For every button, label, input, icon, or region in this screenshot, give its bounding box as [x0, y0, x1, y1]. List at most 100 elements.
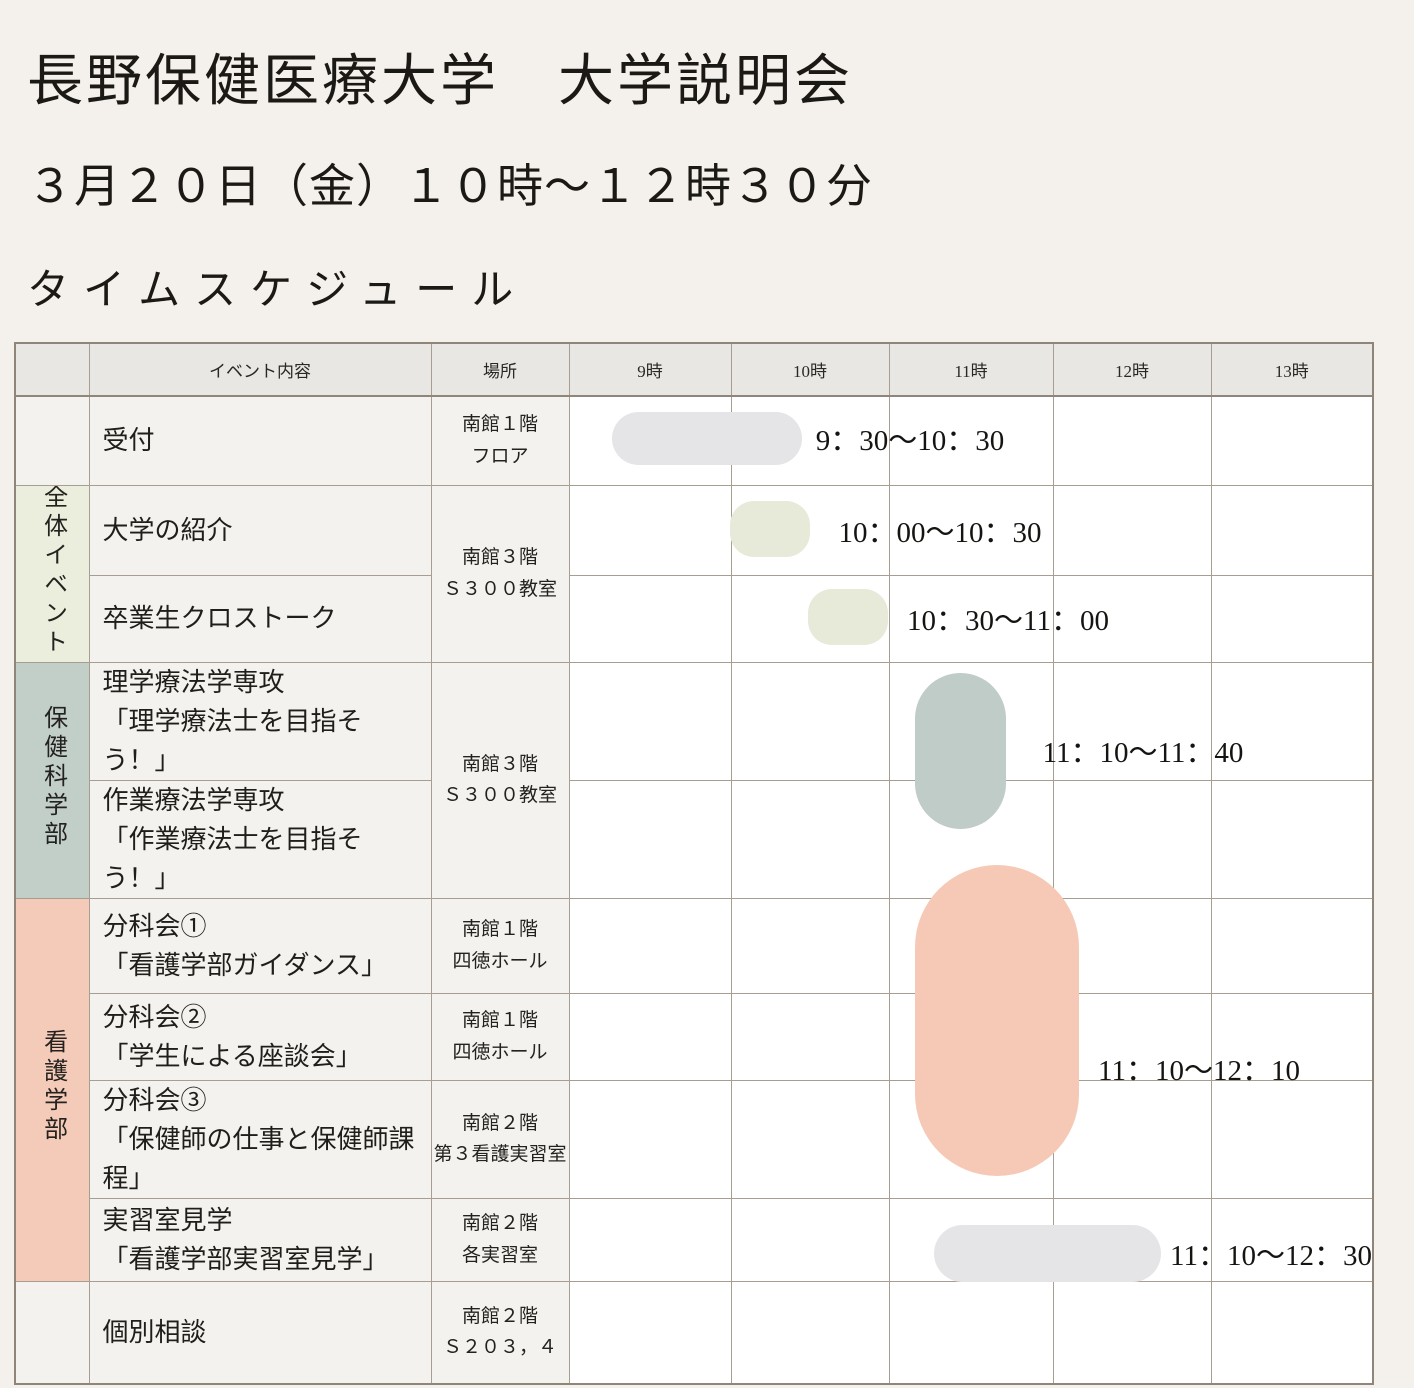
timeline-cell — [1210, 1079, 1374, 1199]
table-row-breakout-1: 看護学部 分科会① 「看護学部ガイダンス」 南館１階 四徳ホール — [14, 897, 1374, 1282]
header-time-12: 12時 — [1052, 342, 1212, 397]
page: { "page": { "title": "長野保健医療大学 大学説明会", "… — [14, 51, 1374, 1385]
place-line: Ｓ３００教室 — [442, 785, 557, 806]
timeline-cell — [1210, 484, 1374, 576]
event-cell: 大学の紹介 — [88, 484, 432, 576]
event-subtitle: 「理学療法士を目指そう！」 — [102, 706, 363, 775]
place-line: Ｓ３００教室 — [442, 578, 557, 600]
header-category-cell — [14, 342, 90, 397]
timeline-cell — [888, 897, 1054, 994]
header-time-13: 13時 — [1210, 342, 1374, 397]
timeline-cell — [1052, 1280, 1212, 1385]
event-title: 作業療法学専攻 — [102, 785, 285, 815]
timeline-cell — [730, 1280, 890, 1385]
event-cell: 分科会② 「学生による座談会」 — [88, 992, 432, 1081]
place-cell: 南館１階 四徳ホール — [430, 992, 570, 1081]
timeline-cell — [730, 779, 890, 899]
timeline-cell — [1052, 992, 1212, 1081]
timeline-cell — [1052, 779, 1212, 899]
timeline-cell — [888, 661, 1054, 781]
timeline-cell — [568, 779, 732, 899]
event-cell: 作業療法学専攻 「作業療法士を目指そう！」 — [88, 779, 432, 899]
timeline-cell — [1052, 484, 1212, 576]
table-row-lab-tour: 実習室見学 「看護学部実習室見学」 南館２階 各実習室 — [15, 1197, 1374, 1282]
timeline-cell — [888, 992, 1054, 1081]
timeline-cell — [730, 574, 890, 663]
category-cell-all-event: 全体イベント — [14, 484, 90, 663]
page-title: 長野保健医療大学 大学説明会 — [27, 51, 853, 113]
table-row-breakout-2: 分科会② 「学生による座談会」 南館１階 四徳ホール — [15, 992, 1374, 1081]
place-line: 南館１階 — [461, 414, 538, 436]
place-line: 南館１階 — [461, 1010, 538, 1032]
event-title: 分科会① — [102, 911, 207, 941]
place-cell: 南館３階 Ｓ３００教室 — [430, 484, 570, 663]
table-row-occupational-therapy: 作業療法学専攻 「作業療法士を目指そう！」 — [15, 779, 1374, 899]
place-line: 第３看護実習室 — [433, 1144, 567, 1165]
category-label: 全体イベント — [39, 485, 66, 658]
category-cell-nursing: 看護学部 — [14, 897, 90, 1282]
event-datetime: ３月２０日（金）１０時～１２時３０分 — [27, 161, 873, 212]
place-cell: 南館３階 Ｓ３００教室 — [430, 661, 570, 899]
timeline-cell — [1052, 395, 1212, 486]
place-line: Ｓ２０３，４ — [442, 1337, 557, 1359]
timeline-cell — [730, 992, 890, 1081]
header-time-10: 10時 — [730, 342, 890, 397]
place-line: 南館２階 — [461, 1112, 538, 1134]
category-label: 看護学部 — [39, 1029, 66, 1145]
header-time-9: 9時 — [568, 342, 732, 397]
schedule-table: イベント内容 場所 9時 10時 11時 12時 13時 受付 南館１階 フロア — [14, 342, 1374, 1385]
table-row-individual-consultation: 個別相談 南館２階 Ｓ２０３，４ — [14, 1280, 1374, 1385]
event-subtitle: 「作業療法士を目指そう！」 — [102, 824, 363, 893]
event-title: 理学療法学専攻 — [102, 667, 285, 697]
place-cell: 南館２階 Ｓ２０３，４ — [430, 1280, 570, 1385]
timeline-cell — [1210, 574, 1374, 663]
timeline-cell — [1210, 661, 1374, 781]
event-subtitle: 「保健師の仕事と保健師課程」 — [102, 1124, 415, 1193]
header-time-11: 11時 — [888, 342, 1054, 397]
place-cell: 南館２階 各実習室 — [430, 1197, 570, 1282]
event-cell: 実習室見学 「看護学部実習室見学」 — [88, 1197, 432, 1282]
timeline-cell — [568, 574, 732, 663]
timeline-cell — [730, 661, 890, 781]
timeline-cell — [888, 1197, 1054, 1282]
event-cell: 個別相談 — [88, 1280, 432, 1385]
timeline-cell — [568, 1079, 732, 1199]
event-cell: 理学療法学専攻 「理学療法士を目指そう！」 — [88, 661, 432, 781]
timeline-cell — [1210, 897, 1374, 994]
timeline-cell — [730, 897, 890, 994]
timeline-cell — [1052, 1197, 1212, 1282]
event-subtitle: 「看護学部ガイダンス」 — [102, 950, 387, 980]
timeline-cell — [1210, 395, 1374, 486]
timeline-cell — [1052, 897, 1212, 994]
timeline-cell — [568, 1197, 732, 1282]
event-subtitle: 「看護学部実習室見学」 — [102, 1244, 389, 1274]
event-cell: 受付 — [88, 395, 432, 486]
event-cell: 卒業生クロストーク — [88, 574, 432, 663]
table-row-breakout-3: 分科会③ 「保健師の仕事と保健師課程」 南館２階 第３看護実習室 — [15, 1079, 1374, 1199]
place-line: 四徳ホール — [452, 1041, 548, 1063]
place-line: 南館２階 — [461, 1213, 538, 1235]
place-line: 南館３階 — [461, 753, 538, 775]
timeline-cell — [888, 779, 1054, 899]
event-title: 分科会③ — [102, 1085, 207, 1115]
place-line: フロア — [471, 445, 529, 467]
table-row-university-intro: 全体イベント 大学の紹介 南館３階 Ｓ３００教室 — [14, 484, 1374, 663]
event-title: 個別相談 — [102, 1317, 207, 1347]
timeline-cell — [888, 484, 1054, 576]
header-place: 場所 — [430, 342, 570, 397]
table-row-physical-therapy: 保健科学部 理学療法学専攻 「理学療法士を目指そう！」 南館３階 Ｓ３００教室 — [14, 661, 1374, 899]
category-cell-empty — [14, 1280, 90, 1385]
timeline-cell — [568, 992, 732, 1081]
category-label: 保健科学部 — [39, 705, 66, 850]
place-line: 各実習室 — [461, 1244, 538, 1266]
table-row-reception: 受付 南館１階 フロア — [14, 395, 1374, 486]
timeline-cell — [568, 484, 732, 576]
category-cell-health-science: 保健科学部 — [14, 661, 90, 899]
event-cell: 分科会③ 「保健師の仕事と保健師課程」 — [88, 1079, 432, 1199]
event-title: 分科会② — [102, 1002, 207, 1032]
timeline-cell — [1052, 661, 1212, 781]
timeline-cell — [568, 897, 732, 994]
table-row-graduate-crosstalk: 卒業生クロストーク — [15, 574, 1374, 663]
header-event: イベント内容 — [88, 342, 432, 397]
table-header-row: イベント内容 場所 9時 10時 11時 12時 13時 — [14, 342, 1374, 397]
